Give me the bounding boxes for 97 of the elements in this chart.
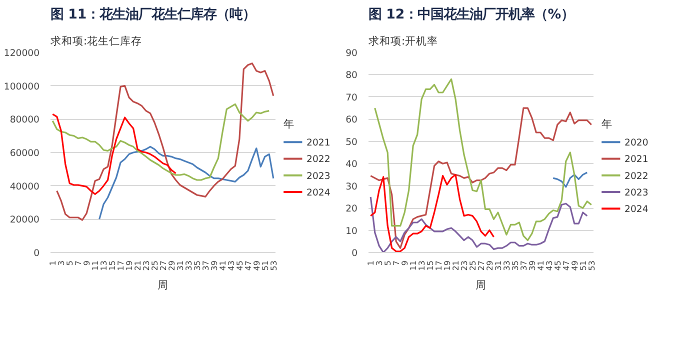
- x-tick-label: 41: [536, 260, 546, 271]
- x-tick-label: 25: [150, 260, 160, 271]
- x-tick-label: 7: [74, 260, 84, 266]
- legend-title: 年: [284, 118, 295, 131]
- x-tick-label: 39: [528, 260, 537, 271]
- x-tick-label: 33: [502, 260, 512, 271]
- x-tick-label: 49: [570, 260, 580, 271]
- x-tick-label: 39: [210, 260, 219, 271]
- x-axis-title: 周: [476, 278, 486, 292]
- y-tick-label: 80: [346, 70, 358, 82]
- x-tick-label: 53: [587, 260, 596, 271]
- x-tick-label: 5: [66, 260, 75, 266]
- x-tick-label: 21: [134, 260, 143, 271]
- x-tick-label: 9: [82, 260, 92, 266]
- x-tick-label: 27: [159, 260, 168, 271]
- line-series: [98, 146, 274, 220]
- y-tick-label: 120000: [4, 48, 40, 59]
- x-tick-label: 11: [409, 260, 418, 271]
- y-tick-label: 0: [352, 248, 358, 259]
- x-tick-label: 1: [48, 260, 58, 266]
- x-tick-label: 37: [201, 260, 210, 271]
- x-tick-label: 49: [252, 260, 262, 271]
- line-series: [552, 172, 588, 188]
- line-series: [374, 78, 592, 242]
- x-tick-label: 13: [418, 260, 427, 271]
- x-axis-title: 周: [158, 278, 168, 292]
- y-tick-label: 70: [346, 92, 358, 104]
- y-tick-label: 0: [34, 248, 40, 259]
- x-tick-label: 17: [116, 260, 126, 271]
- y-tick-label: 20: [346, 204, 358, 215]
- x-tick-label: 19: [125, 260, 134, 271]
- x-tick-label: 13: [100, 260, 109, 271]
- x-tick-label: 3: [375, 260, 384, 266]
- y-tick-label: 40: [346, 159, 358, 170]
- legend-label: 2024: [306, 188, 330, 199]
- y-tick-label: 30: [346, 181, 358, 192]
- x-tick-label: 1: [366, 260, 376, 266]
- x-tick-label: 47: [562, 260, 571, 271]
- x-tick-label: 15: [108, 260, 118, 271]
- x-tick-label: 29: [485, 260, 494, 271]
- y-tick-label: 20000: [10, 214, 40, 226]
- chart-title: 图 12：中国花生油厂开机率（%）: [368, 6, 574, 22]
- x-tick-label: 9: [400, 260, 410, 266]
- line-series: [52, 113, 177, 195]
- x-tick-label: 53: [269, 260, 278, 271]
- chart-title: 图 11：花生油厂花生仁库存（吨）: [50, 6, 256, 22]
- line-series: [52, 103, 270, 181]
- y-axis-title: 求和项:花生仁库存: [50, 34, 142, 48]
- x-tick-label: 29: [167, 260, 176, 271]
- x-tick-label: 15: [426, 260, 436, 271]
- y-tick-label: 40000: [10, 181, 40, 192]
- x-tick-label: 47: [244, 260, 253, 271]
- legend-label: 2023: [306, 170, 330, 182]
- legend-title: 年: [602, 118, 613, 131]
- x-tick-label: 51: [578, 260, 588, 271]
- y-tick-label: 80000: [10, 114, 40, 126]
- legend-label: 2024: [624, 204, 648, 216]
- x-tick-label: 43: [544, 260, 554, 271]
- legend-label: 2020: [624, 138, 648, 149]
- x-tick-label: 17: [434, 260, 444, 271]
- x-tick-label: 45: [235, 260, 244, 271]
- x-tick-label: 31: [494, 260, 503, 271]
- x-tick-label: 5: [384, 260, 393, 266]
- x-tick-label: 45: [553, 260, 562, 271]
- x-tick-label: 51: [260, 260, 270, 271]
- x-tick-label: 25: [468, 260, 478, 271]
- y-tick-label: 90: [346, 48, 358, 59]
- y-tick-label: 50: [346, 136, 358, 148]
- y-tick-label: 60000: [10, 148, 40, 159]
- x-tick-label: 27: [477, 260, 486, 271]
- x-tick-label: 35: [192, 260, 202, 271]
- y-tick-label: 10: [346, 226, 358, 237]
- legend-label: 2021: [624, 154, 648, 166]
- x-tick-label: 3: [57, 260, 66, 266]
- x-tick-label: 35: [510, 260, 520, 271]
- y-axis-title: 求和项:开机率: [368, 34, 438, 48]
- legend-label: 2021: [306, 138, 330, 149]
- line-series: [370, 174, 495, 252]
- legend-label: 2022: [624, 170, 648, 182]
- line-series: [370, 196, 588, 252]
- legend-label: 2022: [306, 154, 330, 166]
- line-series: [370, 107, 592, 249]
- x-tick-label: 37: [519, 260, 528, 271]
- y-tick-label: 100000: [4, 81, 40, 92]
- x-tick-label: 41: [218, 260, 228, 271]
- x-tick-label: 11: [91, 260, 100, 271]
- line-series: [56, 62, 274, 221]
- x-tick-label: 23: [460, 260, 470, 271]
- x-tick-label: 23: [142, 260, 152, 271]
- x-tick-label: 7: [392, 260, 402, 266]
- x-tick-label: 21: [452, 260, 461, 271]
- legend-label: 2023: [624, 188, 648, 199]
- x-tick-label: 19: [443, 260, 452, 271]
- x-tick-label: 33: [184, 260, 194, 271]
- x-tick-label: 43: [226, 260, 236, 271]
- x-tick-label: 31: [176, 260, 185, 271]
- y-tick-label: 60: [346, 114, 358, 126]
